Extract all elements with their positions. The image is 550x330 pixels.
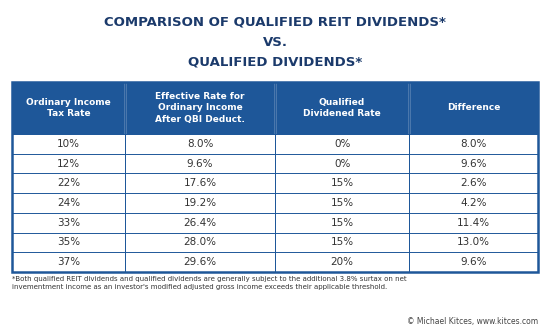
- Bar: [12, 252, 538, 272]
- Text: 33%: 33%: [57, 218, 80, 228]
- Text: 20%: 20%: [331, 257, 354, 267]
- Text: 13.0%: 13.0%: [457, 237, 490, 248]
- Bar: [12, 213, 538, 233]
- Text: 17.6%: 17.6%: [184, 178, 217, 188]
- Bar: [12, 193, 538, 213]
- Text: 4.2%: 4.2%: [460, 198, 487, 208]
- Text: 29.6%: 29.6%: [184, 257, 217, 267]
- Text: *Both qualified REIT dividends and qualified dividends are generally subject to : *Both qualified REIT dividends and quali…: [12, 276, 406, 282]
- Text: 12%: 12%: [57, 159, 80, 169]
- Text: 37%: 37%: [57, 257, 80, 267]
- Text: 35%: 35%: [57, 237, 80, 248]
- Text: 22%: 22%: [57, 178, 80, 188]
- Text: Effective Rate for
Ordinary Income
After QBI Deduct.: Effective Rate for Ordinary Income After…: [155, 92, 245, 124]
- Text: 8.0%: 8.0%: [460, 139, 487, 149]
- Text: 15%: 15%: [331, 198, 354, 208]
- Text: 9.6%: 9.6%: [187, 159, 213, 169]
- Text: 9.6%: 9.6%: [460, 257, 487, 267]
- Text: 26.4%: 26.4%: [184, 218, 217, 228]
- Text: 8.0%: 8.0%: [187, 139, 213, 149]
- Text: 28.0%: 28.0%: [184, 237, 217, 248]
- Bar: [12, 154, 538, 174]
- Text: 2.6%: 2.6%: [460, 178, 487, 188]
- Bar: [12, 233, 538, 252]
- Text: 11.4%: 11.4%: [457, 218, 490, 228]
- Text: 24%: 24%: [57, 198, 80, 208]
- Text: Ordinary Income
Tax Rate: Ordinary Income Tax Rate: [26, 98, 111, 118]
- Text: © Michael Kitces, www.kitces.com: © Michael Kitces, www.kitces.com: [407, 317, 538, 326]
- Text: 0%: 0%: [334, 139, 350, 149]
- Bar: [12, 82, 538, 272]
- Bar: [12, 174, 538, 193]
- Text: 15%: 15%: [331, 178, 354, 188]
- Text: 15%: 15%: [331, 237, 354, 248]
- Text: 9.6%: 9.6%: [460, 159, 487, 169]
- Bar: [12, 134, 538, 154]
- Text: VS.: VS.: [262, 36, 288, 49]
- Bar: [12, 82, 538, 134]
- Text: QUALIFIED DIVIDENDS*: QUALIFIED DIVIDENDS*: [188, 55, 362, 69]
- Text: 0%: 0%: [334, 159, 350, 169]
- Text: 10%: 10%: [57, 139, 80, 149]
- Text: invementment income as an investor's modified adjusted gross income exceeds thei: invementment income as an investor's mod…: [12, 284, 387, 290]
- Text: 15%: 15%: [331, 218, 354, 228]
- Text: Difference: Difference: [447, 104, 500, 113]
- Text: Qualified
Dividened Rate: Qualified Dividened Rate: [303, 98, 381, 118]
- Text: COMPARISON OF QUALIFIED REIT DIVIDENDS*: COMPARISON OF QUALIFIED REIT DIVIDENDS*: [104, 16, 446, 28]
- Text: 19.2%: 19.2%: [184, 198, 217, 208]
